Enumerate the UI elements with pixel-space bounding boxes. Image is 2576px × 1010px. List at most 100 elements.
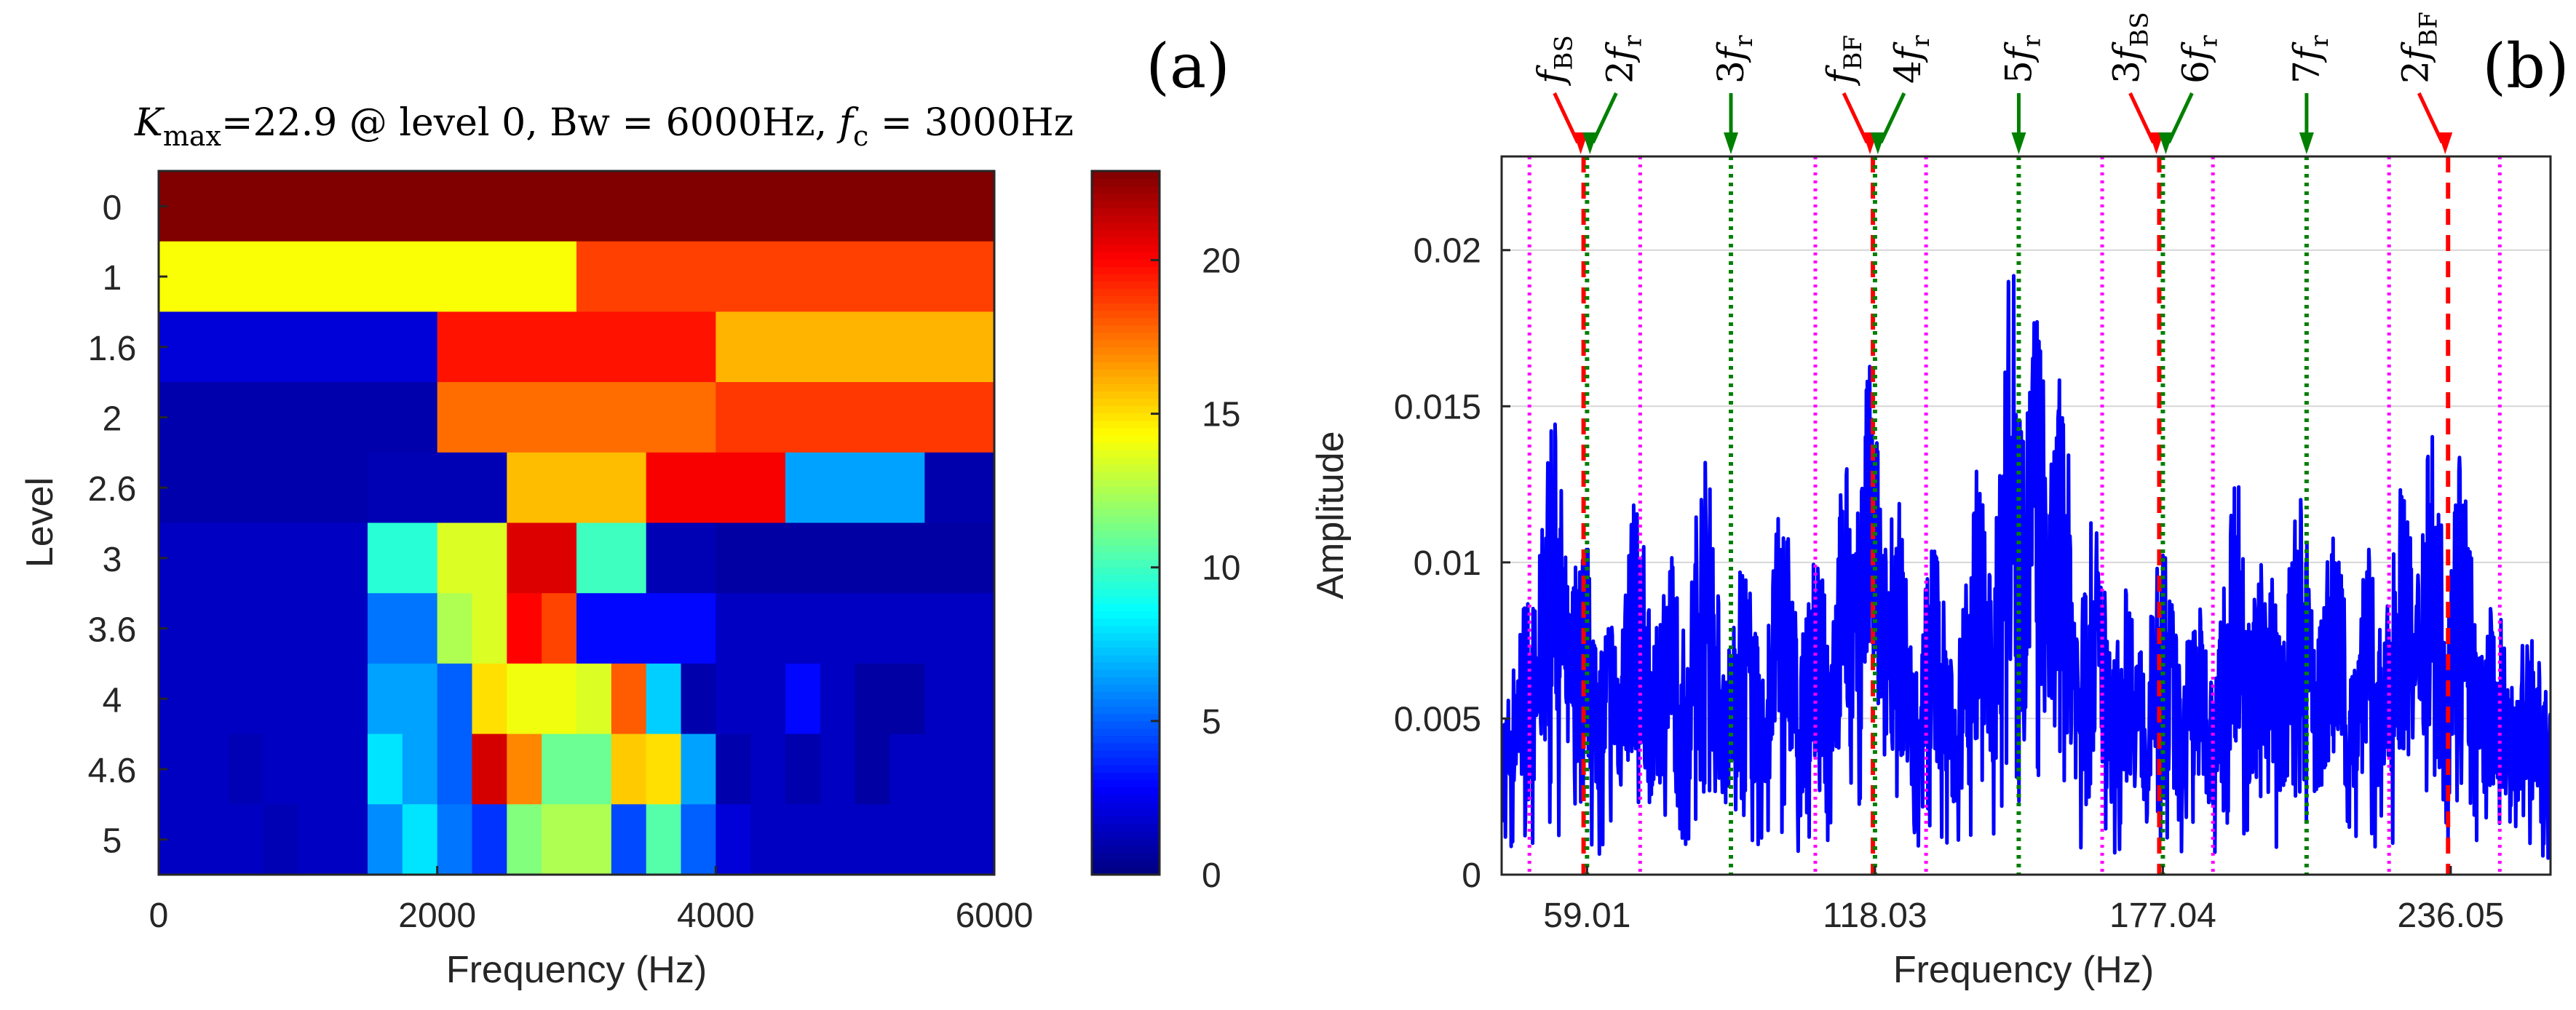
heatmap-cell — [611, 663, 647, 735]
spectrum-y-tick-label: 0.01 — [1414, 544, 1481, 583]
colorbar-strip — [1092, 771, 1160, 780]
colorbar-strip — [1092, 493, 1160, 502]
colorbar-strip — [1092, 552, 1160, 560]
colorbar-strip — [1092, 661, 1160, 670]
colorbar-strip — [1092, 684, 1160, 692]
heatmap-cell — [333, 663, 368, 735]
heatmap-cell — [298, 733, 333, 805]
marker-arrow-head — [2438, 132, 2453, 154]
heatmap-cell — [889, 522, 925, 594]
heatmap-cell — [750, 804, 786, 875]
heatmap-cell — [681, 804, 716, 875]
heatmap-cell — [159, 171, 995, 242]
colorbar-strip — [1092, 654, 1160, 663]
heatmap-cell — [402, 804, 438, 875]
marker-arrow-shaft — [2417, 92, 2444, 144]
heatmap-title: Kmax=22.9 @ level 0, Bw = 6000Hz, fc = 3… — [134, 101, 1074, 152]
spectrum-x-tick-label: 59.01 — [1543, 896, 1630, 935]
colorbar-strip — [1092, 845, 1160, 854]
colorbar-strip — [1092, 310, 1160, 319]
heatmap-cell — [681, 593, 716, 664]
colorbar-strip — [1092, 611, 1160, 619]
heatmap-cell — [959, 522, 995, 594]
heatmap-cell — [193, 733, 229, 805]
heatmap-cell — [472, 663, 507, 735]
colorbar-strip — [1092, 581, 1160, 589]
heatmap-y-tick-label: 2.6 — [88, 470, 137, 509]
heatmap-cell — [889, 804, 925, 875]
heatmap-cell — [368, 522, 403, 594]
colorbar-frame — [1090, 170, 1161, 876]
heatmap-x-ticks: 0 2000 4000 6000 — [149, 866, 1033, 935]
heatmap-cell — [750, 733, 786, 805]
spectrum-x-label: Frequency (Hz) — [1893, 949, 2154, 991]
colorbar-strip — [1092, 471, 1160, 480]
spectrum-x-ticks: 59.01 118.03 177.04 236.05 — [1543, 866, 2504, 935]
heatmap-cell — [855, 382, 995, 453]
colorbar-strip — [1092, 632, 1160, 641]
panel-a-label: (a) — [1146, 31, 1230, 102]
colorbar-strip — [1092, 376, 1160, 384]
heatmap-cell — [298, 593, 333, 664]
spectrum-y-ticks: 0 0.005 0.01 0.015 0.02 — [1394, 232, 1510, 895]
heatmap-cell — [368, 663, 403, 735]
heatmap-x-label: Frequency (Hz) — [446, 949, 707, 991]
colorbar-strip — [1092, 867, 1160, 875]
colorbar-strip — [1092, 413, 1160, 421]
heatmap-cell — [681, 733, 716, 805]
marker-arrow-head — [2011, 132, 2026, 154]
marker-label: 2fBF — [2394, 12, 2443, 84]
colorbar-strip — [1092, 779, 1160, 787]
heatmap-cell — [820, 593, 856, 664]
heatmap-cell — [924, 663, 960, 735]
colorbar-strip — [1092, 501, 1160, 509]
heatmap-y-ticks: 0 1 1.6 2 2.6 3 3.6 4 4.6 5 — [88, 188, 167, 861]
panel-b: (b) 0 0.005 0.01 0.015 0.02 59.01 118.03 177.0… — [1309, 12, 2569, 991]
heatmap-cell — [402, 522, 438, 594]
heatmap-cell — [716, 733, 751, 805]
colorbar-strip — [1092, 749, 1160, 758]
heatmap-cell — [333, 522, 368, 594]
colorbar-tick-label: 5 — [1202, 703, 1221, 741]
colorbar-tick-label: 15 — [1202, 396, 1240, 434]
heatmap-x-tick-label: 4000 — [677, 896, 755, 935]
heatmap-cell — [298, 663, 333, 735]
marker-arrow-head — [2299, 132, 2314, 154]
colorbar-strip — [1092, 281, 1160, 289]
marker-arrow-head — [1870, 132, 1885, 154]
heatmap-cell — [716, 452, 786, 524]
colorbar-strip — [1092, 830, 1160, 839]
heatmap-cell — [576, 452, 647, 524]
heatmap-cell — [681, 663, 716, 735]
heatmap-cell — [159, 382, 298, 453]
heatmap-cell — [437, 733, 473, 805]
heatmap-cell — [646, 804, 682, 875]
heatmap-cell — [228, 452, 298, 524]
heatmap-cells — [159, 171, 995, 875]
marker-label: 7fr — [2286, 35, 2334, 84]
heatmap-cell — [507, 733, 542, 805]
marker-arrow-head — [2158, 132, 2173, 154]
heatmap-cell — [855, 663, 891, 735]
colorbar-strip — [1092, 456, 1160, 465]
marker-label: 3fBS — [2105, 12, 2154, 84]
colorbar-strip — [1092, 222, 1160, 231]
colorbar-strip — [1092, 559, 1160, 568]
heatmap-cell — [646, 452, 716, 524]
marker-arrow-head — [1724, 132, 1739, 154]
heatmap-cell — [924, 593, 960, 664]
heatmap-cell — [576, 241, 995, 312]
colorbar-strip — [1092, 346, 1160, 355]
colorbar-strip — [1092, 728, 1160, 736]
colorbar-strip — [1092, 757, 1160, 766]
marker-arrow-shaft — [1553, 92, 1580, 144]
heatmap-cell — [785, 522, 821, 594]
colorbar-strip — [1092, 229, 1160, 238]
colorbar-strip — [1092, 171, 1160, 179]
colorbar-strip — [1092, 742, 1160, 751]
heatmap-cell — [263, 733, 298, 805]
colorbar-strip — [1092, 361, 1160, 370]
colorbar-strip — [1092, 258, 1160, 267]
colorbar-ticks: 0 5 10 15 20 — [1151, 242, 1240, 895]
colorbar-strip — [1092, 537, 1160, 546]
